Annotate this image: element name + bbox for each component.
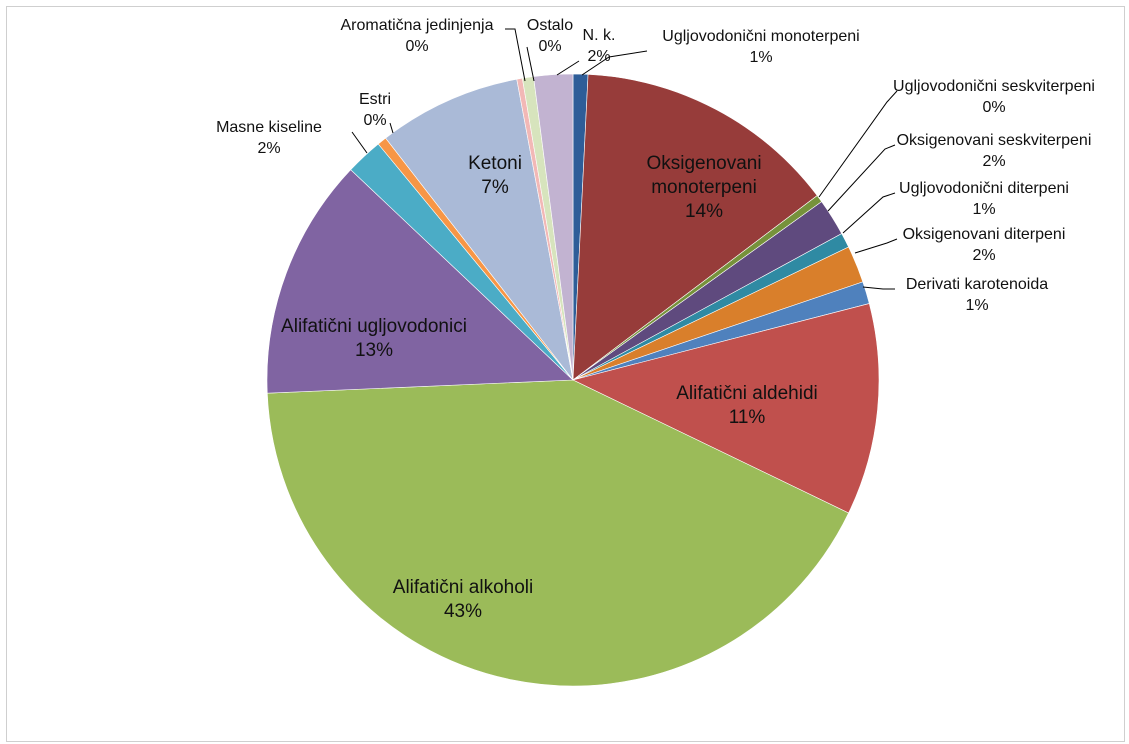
slice-value-n-k: 2%	[587, 48, 610, 65]
leader-line-n-k	[556, 60, 580, 76]
slice-label-derivati-karotenoida: Derivati karotenoida 1%	[906, 276, 1048, 314]
leader-line-ugljovodonicni-monoterpeni	[581, 50, 648, 76]
slice-value-ostalo: 0%	[538, 38, 561, 55]
slice-value-estri: 0%	[363, 112, 386, 129]
slice-label-oksigenovani-seskviterpeni: Oksigenovani seskviterpeni 2%	[897, 132, 1092, 170]
slice-value-oksigenovani-monoterpeni: 14%	[685, 201, 723, 222]
pie-chart: Ugljovodonični monoterpeni 1% Oksigenovani…	[216, 17, 1095, 687]
pie-slices	[266, 73, 880, 687]
slice-value-aromaticna-jedinjenja: 0%	[405, 38, 428, 55]
pie-slice-alifaticni-ugljovodonici	[266, 169, 574, 394]
slice-value-ketoni: 7%	[481, 177, 509, 198]
slice-value-oksigenovani-seskviterpeni: 2%	[982, 153, 1005, 170]
slice-label-ugljovodonicni-diterpeni: Ugljovodonični diterpeni 1%	[899, 180, 1069, 218]
slice-value-alifaticni-alkoholi: 43%	[444, 601, 482, 622]
slice-label-ostalo: Ostalo 0%	[527, 17, 573, 55]
slice-value-masne-kiseline: 2%	[257, 140, 280, 157]
slice-label-alifaticni-aldehidi: Alifatični aldehidi 11%	[676, 383, 818, 428]
slice-label-aromaticna-jedinjenja: Aromatična jedinjenja 0%	[341, 17, 494, 55]
slice-label-ugljovodonicni-monoterpeni: Ugljovodonični monoterpeni 1%	[662, 28, 859, 66]
leader-line-masne-kiseline	[351, 131, 368, 154]
slice-value-alifaticni-aldehidi: 11%	[729, 407, 766, 428]
slice-label-ugljovodonicni-seskviterpeni: Ugljovodonični seskviterpeni 0%	[893, 78, 1095, 116]
slice-label-n-k: N. k. 2%	[583, 27, 616, 65]
pie-slice-alifaticni-alkoholi	[266, 379, 849, 687]
leader-lines	[351, 28, 898, 290]
slice-label-estri: Estri 0%	[359, 91, 391, 129]
slice-value-ugljovodonicni-diterpeni: 1%	[972, 201, 995, 218]
leader-line-oksigenovani-diterpeni	[854, 238, 898, 254]
leader-line-ugljovodonicni-diterpeni	[842, 192, 896, 234]
chart-frame: Ugljovodonični monoterpeni 1% Oksigenovani…	[6, 6, 1125, 742]
slice-label-alifaticni-alkoholi: Alifatični alkoholi 43%	[393, 577, 533, 622]
slice-value-oksigenovani-diterpeni: 2%	[972, 247, 995, 264]
leader-line-aromaticna-jedinjenja	[505, 28, 526, 82]
slice-label-oksigenovani-monoterpeni: Oksigenovani monoterpeni 14%	[646, 153, 761, 222]
slice-label-oksigenovani-diterpeni: Oksigenovani diterpeni 2%	[903, 226, 1066, 264]
slice-value-ugljovodonicni-seskviterpeni: 0%	[982, 99, 1005, 116]
leader-line-ugljovodonicni-seskviterpeni	[818, 90, 898, 198]
leader-line-derivati-karotenoida	[862, 286, 895, 290]
pie-slice-oksigenovani-monoterpeni	[572, 74, 818, 381]
slice-labels: Ugljovodonični monoterpeni 1% Oksigenovani…	[216, 17, 1095, 622]
pie-slice-ketoni	[385, 78, 574, 381]
slice-value-alifaticni-ugljovodonici: 13%	[355, 340, 393, 361]
pie-slice-alifaticni-aldehidi	[572, 303, 880, 514]
slice-label-alifaticni-ugljovodonici: Alifatični ugljovodonici 13%	[281, 316, 467, 361]
slice-value-ugljovodonicni-monoterpeni: 1%	[749, 49, 772, 66]
slice-label-ketoni: Ketoni 7%	[468, 153, 522, 198]
leader-line-oksigenovani-seskviterpeni	[827, 144, 896, 212]
leader-line-ostalo	[526, 46, 535, 82]
slice-value-derivati-karotenoida: 1%	[965, 297, 988, 314]
leader-line-estri	[389, 122, 394, 134]
slice-label-masne-kiseline: Masne kiseline 2%	[216, 119, 322, 157]
